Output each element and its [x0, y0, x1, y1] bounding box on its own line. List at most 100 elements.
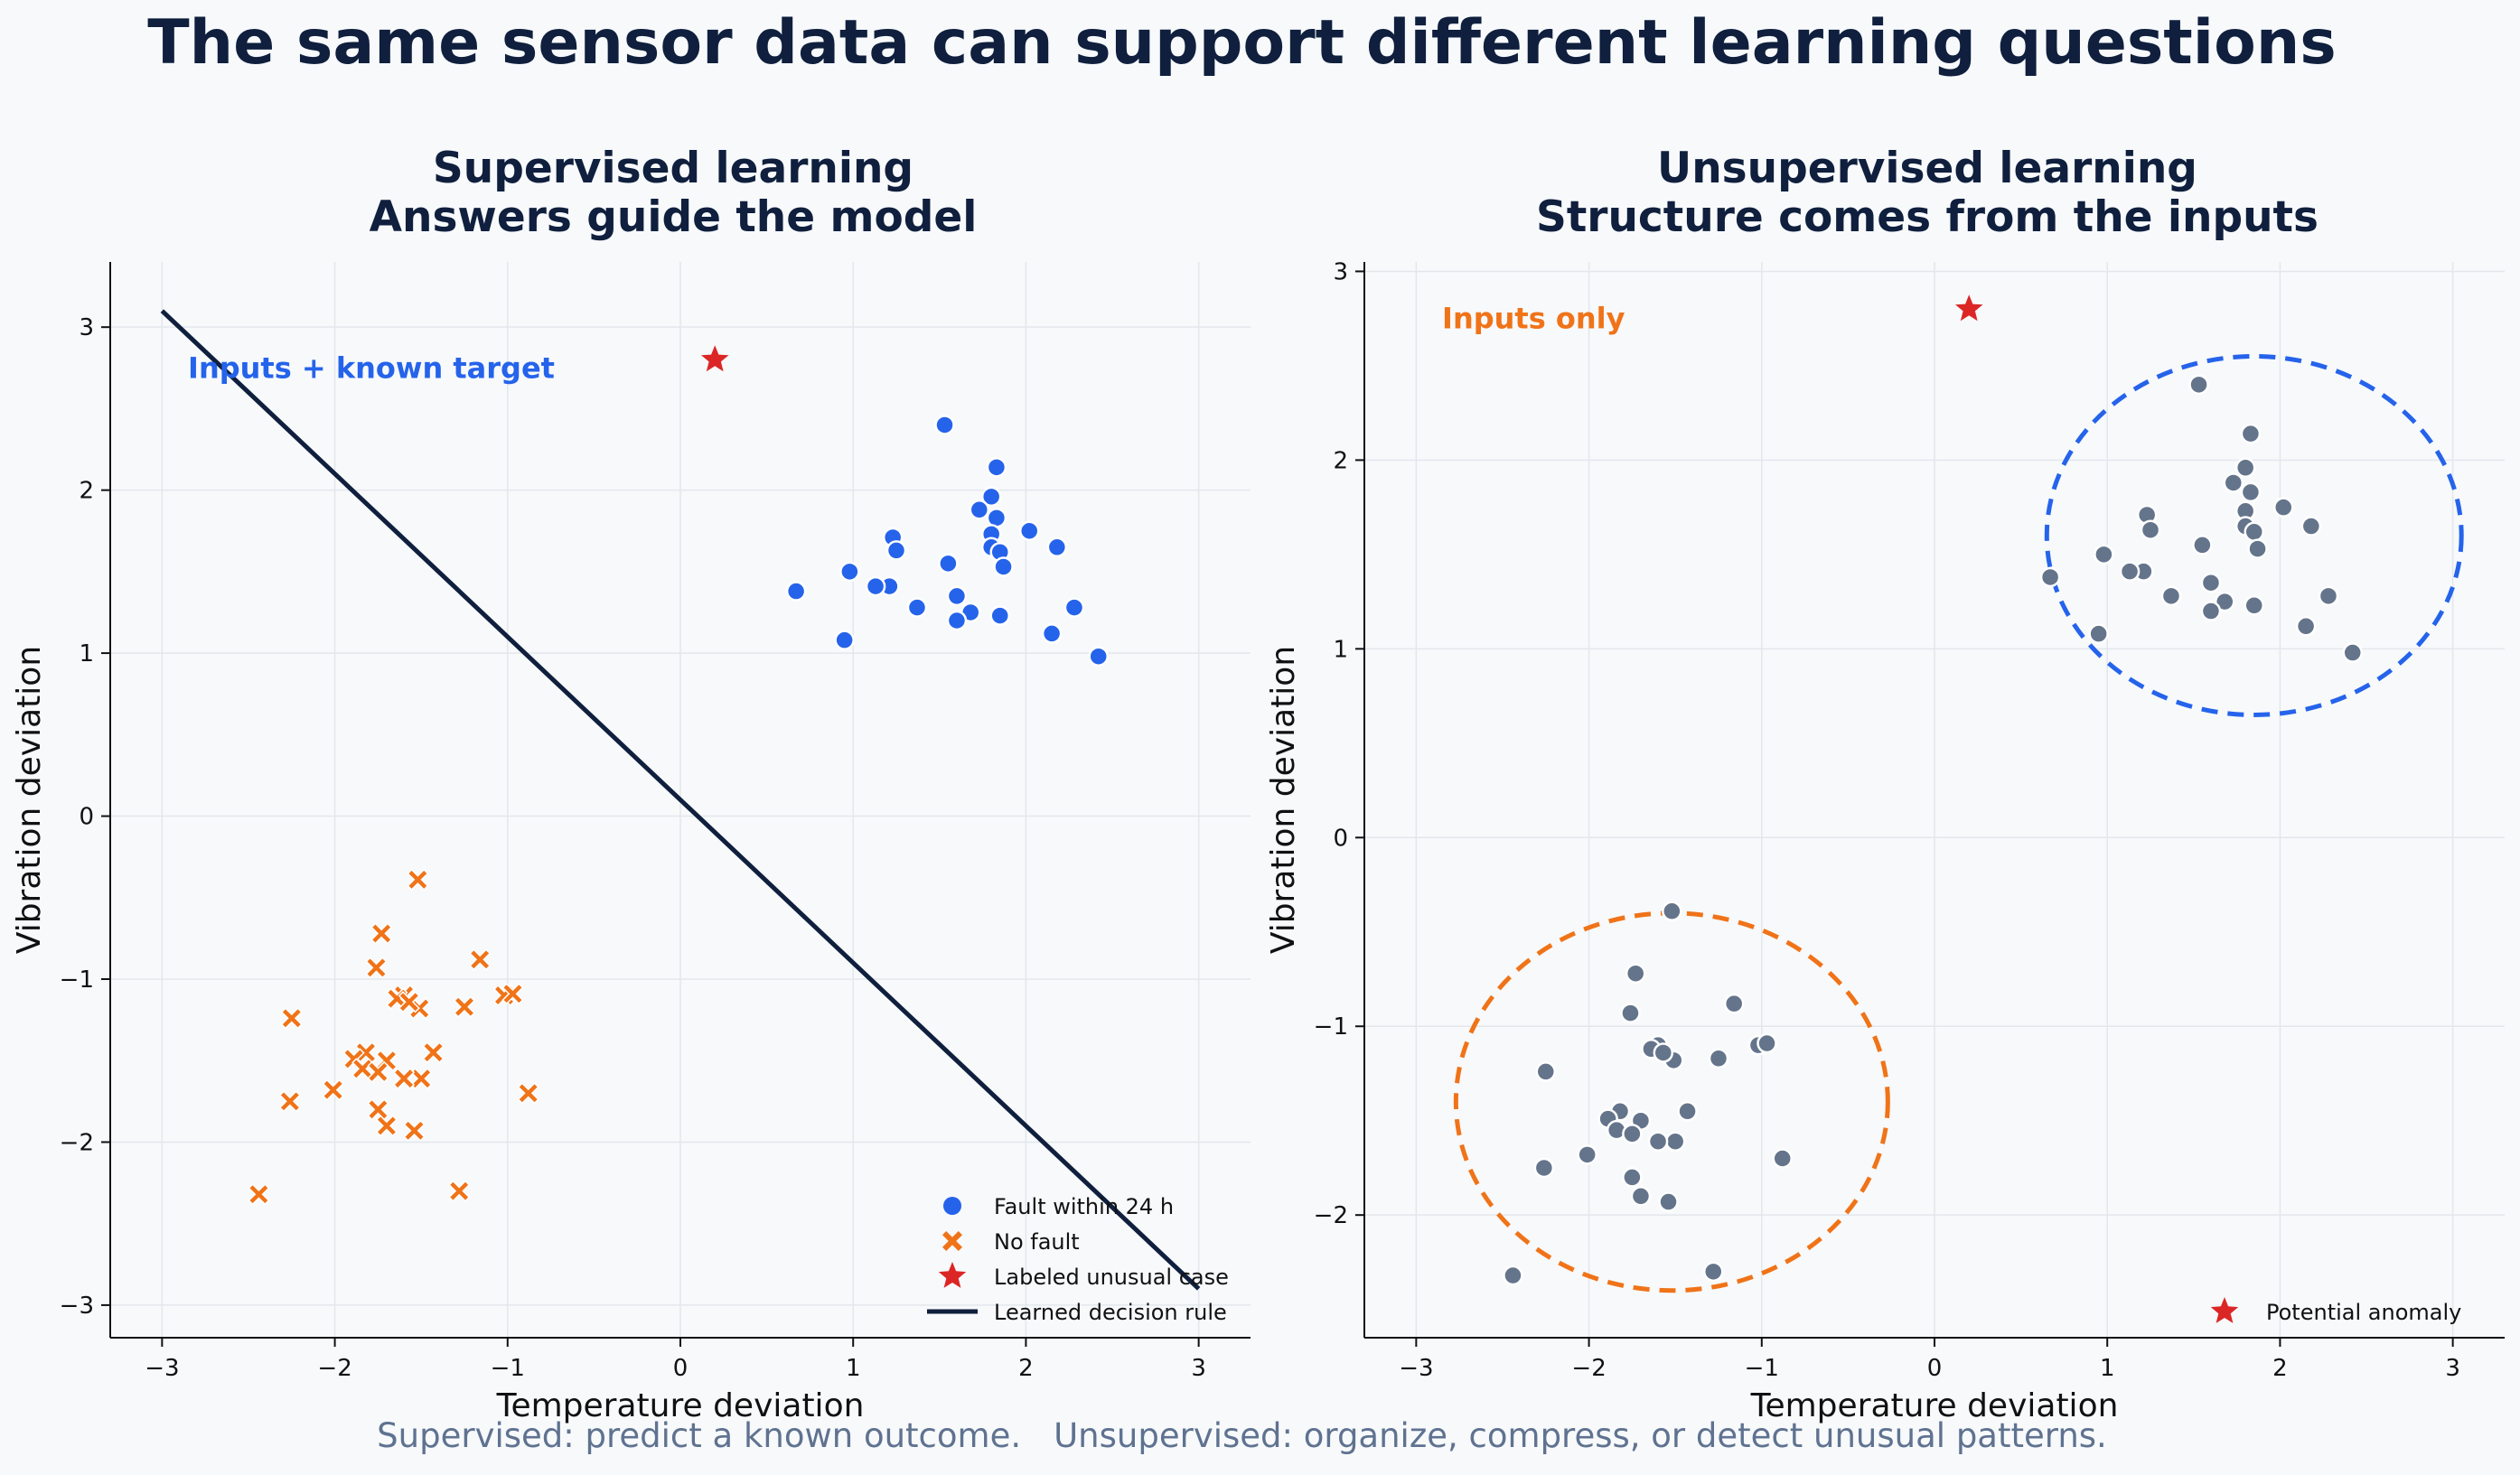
x-tick-label: −3 [145, 1355, 179, 1382]
anomaly-star [701, 345, 729, 372]
data-point-x [351, 1058, 374, 1080]
decision-rule-line [160, 309, 1201, 1291]
data-point [1088, 646, 1109, 667]
data-point-x [469, 948, 492, 971]
data-point [834, 630, 855, 650]
y-tick-label: −3 [60, 1293, 94, 1320]
y-tick-label: 3 [79, 314, 94, 341]
data-point [865, 575, 886, 597]
data-point [1757, 1032, 1777, 1054]
data-point [1535, 1061, 1557, 1082]
y-axis-label: Vibration deviation [1265, 646, 1302, 954]
data-point-x [501, 983, 524, 1005]
data-point-x [448, 1180, 471, 1202]
data-point [1723, 993, 1745, 1014]
data-point [2318, 585, 2339, 607]
data-point [2244, 595, 2264, 616]
data-point [2192, 535, 2213, 555]
y-tick-label: 2 [1333, 447, 1348, 474]
data-point-x [403, 1119, 426, 1142]
panel-subtitle: Answers guide the model [370, 192, 978, 242]
data-point [2200, 601, 2222, 621]
data-point [969, 499, 990, 520]
data-point [1772, 1148, 1793, 1169]
data-point [1620, 1003, 1641, 1023]
data-point [2240, 423, 2262, 444]
data-point [2240, 481, 2262, 503]
data-point [1662, 901, 1682, 922]
data-point [2160, 585, 2182, 607]
footer-unsupervised: Unsupervised: organize, compress, or det… [1054, 1416, 2107, 1455]
data-point [1630, 1186, 1652, 1207]
x-tick-label: 0 [1927, 1355, 1943, 1382]
data-point [839, 561, 860, 583]
y-tick-label: −1 [1314, 1013, 1348, 1041]
data-point [946, 610, 968, 631]
data-point-x [393, 1068, 416, 1090]
data-point-x [370, 922, 393, 945]
data-point [1063, 597, 1085, 618]
data-point [934, 415, 955, 435]
data-point [1046, 537, 1068, 558]
data-point [1708, 1048, 1729, 1069]
data-point-x [422, 1041, 445, 1064]
data-point [2200, 572, 2222, 593]
data-point [989, 605, 1010, 626]
data-point [885, 540, 907, 561]
data-point [986, 457, 1007, 478]
data-point [993, 556, 1014, 577]
x-tick-label: −3 [1399, 1355, 1433, 1382]
data-point-x [322, 1078, 344, 1101]
y-tick-label: −2 [1314, 1202, 1348, 1229]
panel-title: Supervised learning [433, 144, 913, 193]
data-point [1622, 1124, 1643, 1144]
data-point [2140, 519, 2161, 540]
x-tick-label: −2 [1571, 1355, 1606, 1382]
y-tick-label: −2 [60, 1129, 94, 1156]
data-point-x [280, 1007, 303, 1030]
data-point [1577, 1144, 1597, 1165]
panel-subtitle: Structure comes from the inputs [1536, 192, 2319, 242]
data-point-x [248, 1183, 270, 1206]
data-point [1622, 1167, 1643, 1188]
data-point [1702, 1261, 1724, 1283]
y-tick-label: 1 [79, 640, 94, 667]
x-tick-label: −1 [491, 1355, 525, 1382]
data-point [2342, 642, 2363, 663]
data-point-x [398, 991, 420, 1013]
y-tick-label: −1 [60, 966, 94, 994]
panel-title: Unsupervised learning [1657, 144, 2197, 193]
data-point [1533, 1157, 1555, 1179]
data-point [980, 486, 1002, 508]
data-point [1647, 1131, 1669, 1152]
legend: Fault within 24 h No fault Labeled unusual… [927, 1194, 1229, 1325]
data-point [1653, 1042, 1674, 1063]
data-point [938, 553, 959, 574]
legend-marker [943, 1197, 961, 1215]
data-point [2188, 374, 2209, 396]
data-point [2244, 521, 2264, 543]
x-tick-label: 1 [846, 1355, 861, 1382]
data-point [1677, 1101, 1698, 1122]
data-point [2039, 566, 2061, 588]
y-tick-label: 0 [1333, 825, 1348, 852]
data-point-x [278, 1090, 301, 1113]
legend-label: Labeled unusual case [994, 1265, 1229, 1290]
y-axis-label: Vibration deviation [11, 646, 48, 954]
x-tick-label: 2 [2272, 1355, 2288, 1382]
data-point [946, 585, 968, 607]
page-title: The same sensor data can support differe… [147, 7, 2337, 79]
data-point-x [517, 1082, 539, 1105]
data-point [1625, 963, 1646, 984]
legend-label: No fault [994, 1229, 1080, 1255]
data-point-x [453, 995, 476, 1018]
data-point [1018, 520, 1040, 541]
data-point [2119, 561, 2141, 582]
anomaly-star [1955, 294, 1983, 322]
y-tick-label: 0 [79, 804, 94, 831]
panel-annotation: Inputs only [1442, 302, 1625, 336]
data-point [1041, 623, 1063, 644]
data-point [2223, 472, 2244, 493]
